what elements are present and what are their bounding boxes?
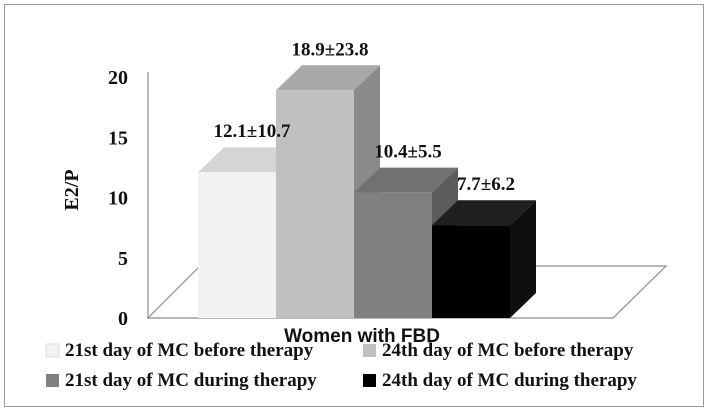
legend-item: 24th day of MC before therapy [363, 340, 634, 361]
bar-front-face [354, 192, 432, 318]
legend-swatch [46, 374, 59, 387]
data-label: 10.4±5.5 [374, 142, 441, 163]
y-tick-label: 10 [108, 188, 128, 210]
legend-label: 24th day of MC during therapy [382, 370, 637, 391]
legend-item: 24th day of MC during therapy [363, 370, 637, 391]
bar-top-face [354, 167, 458, 193]
bar-front-face [198, 172, 276, 318]
y-tick-label: 15 [108, 127, 128, 149]
bar-side-face [510, 200, 536, 318]
bar-front-face [276, 90, 354, 318]
bar [354, 167, 458, 318]
x-axis-label: Women with FBD [284, 326, 440, 347]
legend-swatch [363, 344, 376, 357]
y-tick-label: 20 [108, 67, 128, 89]
legend-swatch [45, 343, 60, 358]
data-label: 12.1±10.7 [214, 121, 291, 142]
legend-label: 21st day of MC during therapy [65, 370, 317, 391]
legend-item: 21st day of MC during therapy [46, 370, 317, 391]
legend-label: 21st day of MC before therapy [65, 340, 314, 361]
data-label: 7.7±6.2 [457, 174, 515, 195]
bar [432, 200, 536, 318]
bar-front-face [432, 225, 510, 318]
y-tick-label: 5 [118, 248, 128, 270]
bar-top-face [276, 65, 380, 91]
data-label: 18.9±23.8 [292, 39, 369, 60]
y-axis-label: E2/P [61, 169, 83, 210]
legend-item: 21st day of MC before therapy [45, 340, 314, 361]
y-tick-label: 0 [118, 308, 128, 330]
legend-swatch [363, 374, 376, 387]
legend-label: 24th day of MC before therapy [382, 340, 634, 361]
bar-top-face [432, 200, 536, 226]
